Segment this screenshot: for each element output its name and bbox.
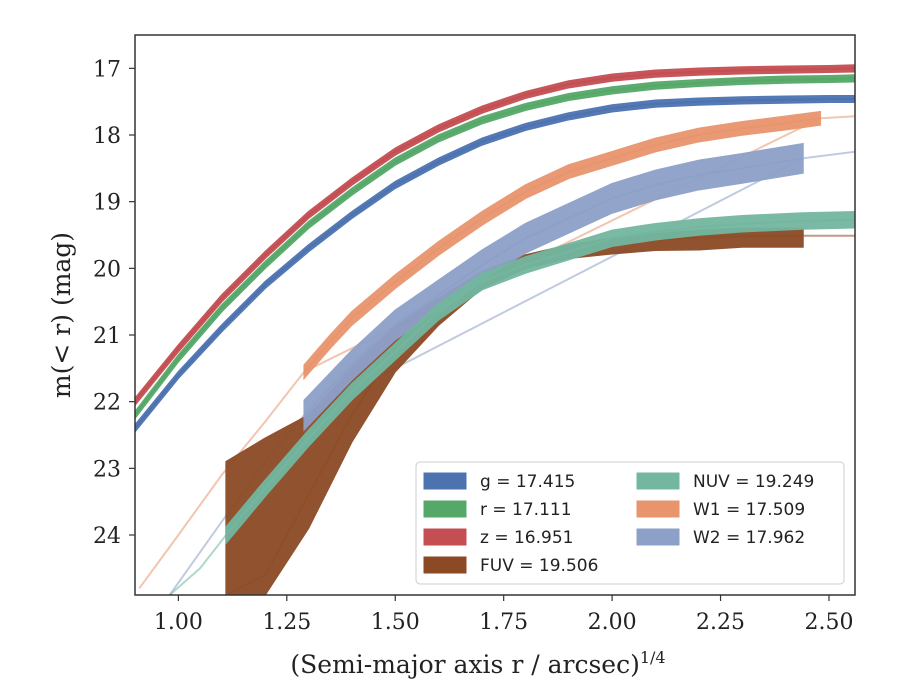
legend-label-nuv: NUV = 19.249 [693,472,814,492]
y-tick-label: 18 [93,124,121,149]
x-axis-label: (Semi-major axis r / arcsec)1/4 [290,648,665,679]
y-tick-label: 24 [93,524,121,549]
series-g-line [135,98,855,429]
legend-swatch-g [423,472,467,490]
x-tick-label: 2.50 [804,610,853,635]
legend-swatch-w2 [636,528,680,546]
plot-frame [134,34,856,596]
series-nuv-line [225,218,855,536]
series-layer [135,64,855,595]
legend-box [415,461,845,585]
x-tick-label: 1.75 [479,610,528,635]
x-tick-label: 2.25 [696,610,745,635]
series-nuv-extension-line [169,534,227,595]
series-z-line [135,67,855,403]
series-w1-line [303,117,821,373]
series-r-line [135,77,855,416]
legend-swatch-nuv [636,472,680,490]
series-r-band [135,74,855,420]
x-tick-label: 2.00 [588,610,637,635]
series-z-band [135,64,855,407]
y-tick-label: 19 [93,191,121,216]
legend-swatch-r [423,500,467,518]
legend-label-z: z = 16.951 [480,528,573,548]
y-tick-label: 17 [93,57,121,82]
x-tick-label: 1.50 [371,610,420,635]
y-tick-label: 20 [93,257,121,282]
x-axis-label-superscript: 1/4 [640,648,666,667]
legend-label-fuv: FUV = 19.506 [480,556,598,576]
series-g-band [135,94,855,433]
legend-label-w1: W1 = 17.509 [693,500,805,520]
legend-label-r: r = 17.111 [480,500,572,520]
legend-swatch-z [423,528,467,546]
legend: g = 17.415 r = 17.111 z = 16.951 FUV = 19.5… [415,461,845,585]
y-tick-label: 22 [93,391,121,416]
x-tick-label: 1.25 [262,610,311,635]
series-w2-line [303,157,804,416]
series-nuv-band [225,210,855,546]
legend-label-g: g = 17.415 [480,472,575,492]
y-axis-ticks: 17 18 19 20 21 22 23 24 [93,57,135,549]
legend-swatch-w1 [636,500,680,518]
legend-label-w2: W2 = 17.962 [693,528,805,548]
legend-swatch-fuv [423,556,467,574]
series-w1-band [303,110,822,381]
y-axis-label: m(< r) (mag) [47,232,76,398]
y-tick-label: 21 [93,324,121,349]
x-tick-label: 1.00 [154,610,203,635]
x-axis-ticks: 1.00 1.25 1.50 1.75 2.00 2.25 2.50 [154,595,853,635]
y-tick-label: 23 [93,457,121,482]
